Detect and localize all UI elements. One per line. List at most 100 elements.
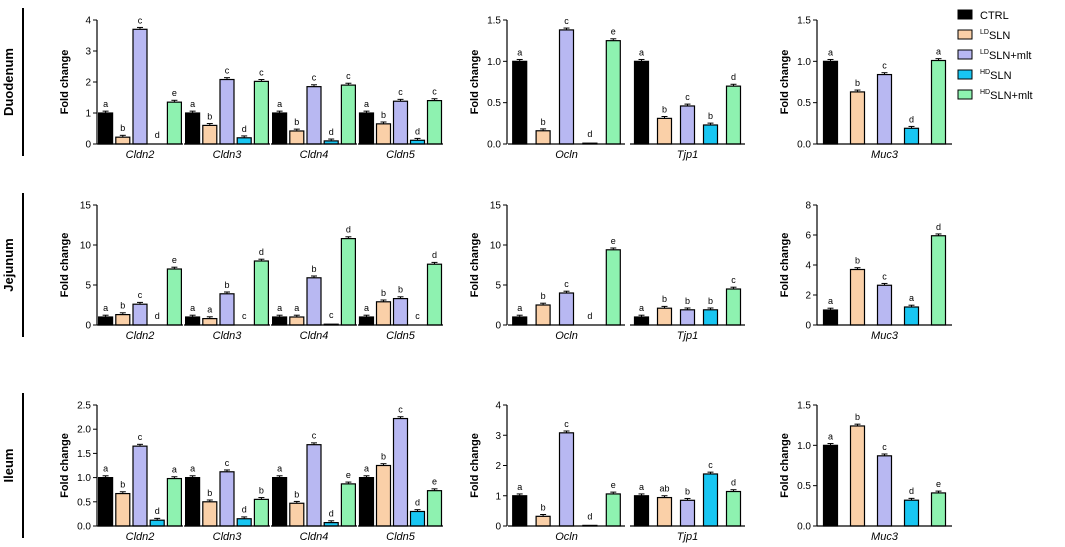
gene-label: Cldn3 [213, 330, 243, 342]
y-tick-label: 4 [495, 401, 501, 412]
bar [306, 86, 322, 145]
gene-group-cldn5: a b b c d Cldn5 [358, 250, 443, 342]
significance-letter: c [346, 71, 351, 81]
legend-swatch [957, 29, 973, 40]
bar [272, 477, 288, 527]
legend-label: HDSLN [980, 69, 1012, 82]
y-tick-label: 2 [805, 291, 811, 302]
bar [306, 277, 322, 326]
significance-letter: b [685, 486, 690, 496]
significance-letter: e [611, 480, 616, 490]
significance-letter: c [259, 67, 264, 77]
significance-letter: a [517, 47, 522, 57]
significance-letter: e [172, 255, 177, 265]
bar [702, 473, 719, 527]
legend-item: LDSLN+mlt [957, 49, 1031, 62]
y-tick-label: 3 [85, 47, 91, 58]
y-tick-label: 1.0 [487, 57, 501, 68]
significance-letter: a [277, 464, 282, 474]
bar [633, 60, 650, 145]
significance-letter: c [564, 16, 569, 26]
bar [849, 91, 866, 145]
y-tick-label: 0.5 [77, 497, 91, 508]
bar [426, 99, 443, 145]
y-tick-label: 0.5 [487, 98, 501, 109]
y-tick-label: 1.5 [77, 449, 91, 460]
bar [219, 293, 235, 326]
bar [375, 464, 392, 527]
significance-letter: b [207, 111, 212, 121]
gene-label: Muc3 [871, 149, 899, 161]
gene-label: Muc3 [871, 531, 899, 543]
bar [558, 292, 575, 326]
bar [535, 130, 551, 145]
significance-letter: b [541, 502, 546, 512]
significance-letter: b [398, 285, 403, 295]
significance-letter: a [103, 99, 108, 109]
row-label: Duodenum [1, 48, 16, 116]
bar [306, 444, 322, 527]
significance-letter: c [685, 92, 690, 102]
gene-label: Cldn2 [126, 330, 155, 342]
y-tick-label: 2 [85, 78, 91, 89]
bar [876, 284, 893, 326]
significance-letter: b [708, 296, 713, 306]
significance-letter: a [517, 303, 522, 313]
significance-letter: a [103, 464, 108, 474]
bar [725, 288, 742, 326]
bar [930, 235, 947, 326]
gene-label: Ocln [555, 149, 578, 161]
y-axis-label: Fold change [469, 50, 481, 115]
y-axis-label: Fold change [779, 50, 791, 115]
bar [97, 477, 114, 527]
bar [358, 477, 375, 527]
significance-letter: d [936, 222, 941, 232]
y-axis-label: Fold change [59, 433, 71, 498]
panel-1: 0 5 10 15 Fold change a b c d e Cldn2 a a b c d Cldn3 a a b… [59, 201, 443, 342]
gene-group-tjp1: a b c b d Tjp1 [630, 47, 745, 161]
bar [409, 510, 426, 527]
significance-letter: b [224, 280, 229, 290]
significance-letter: d [155, 506, 160, 516]
bar [392, 100, 409, 145]
significance-letter: a [190, 464, 195, 474]
significance-letter: d [731, 72, 736, 82]
bar [822, 444, 839, 527]
significance-letter: c [708, 460, 713, 470]
y-tick-label: 1 [495, 491, 501, 502]
significance-letter: b [855, 412, 860, 422]
y-tick-label: 0.5 [797, 481, 811, 492]
significance-letter: e [611, 236, 616, 246]
y-tick-label: 2 [495, 461, 501, 472]
significance-letter: b [294, 489, 299, 499]
significance-letter: c [225, 66, 230, 76]
bar [633, 316, 650, 326]
gene-label: Ocln [555, 330, 578, 342]
gene-group-cldn2: a b c d e Cldn2 [97, 255, 183, 342]
significance-letter: a [828, 431, 833, 441]
gene-group-cldn2: a b c d e Cldn2 [97, 15, 183, 161]
panel-2: 0.0 0.5 1.0 1.5 Fold change a b c d e Ocln a b c b d Tjp… [469, 16, 745, 161]
significance-letter: a [277, 303, 282, 313]
bar [97, 112, 114, 145]
significance-letter: a [172, 465, 177, 475]
y-tick-label: 0.0 [77, 522, 91, 533]
y-tick-label: 1.0 [797, 441, 811, 452]
gene-group-muc3: a b c d e Muc3 [817, 412, 952, 543]
significance-letter: ab [659, 484, 669, 494]
significance-letter: a [364, 303, 369, 313]
y-tick-label: 15 [80, 201, 92, 212]
significance-letter: a [639, 47, 644, 57]
significance-letter: b [855, 78, 860, 88]
significance-letter: b [855, 256, 860, 266]
bar [358, 112, 375, 145]
y-tick-label: 0 [805, 321, 811, 332]
bar [702, 309, 719, 326]
gene-group-tjp1: a b b b c Tjp1 [630, 275, 745, 342]
significance-letter: e [172, 88, 177, 98]
bar [392, 417, 409, 527]
bar [535, 304, 551, 326]
bar [930, 59, 947, 145]
significance-letter: a [277, 99, 282, 109]
